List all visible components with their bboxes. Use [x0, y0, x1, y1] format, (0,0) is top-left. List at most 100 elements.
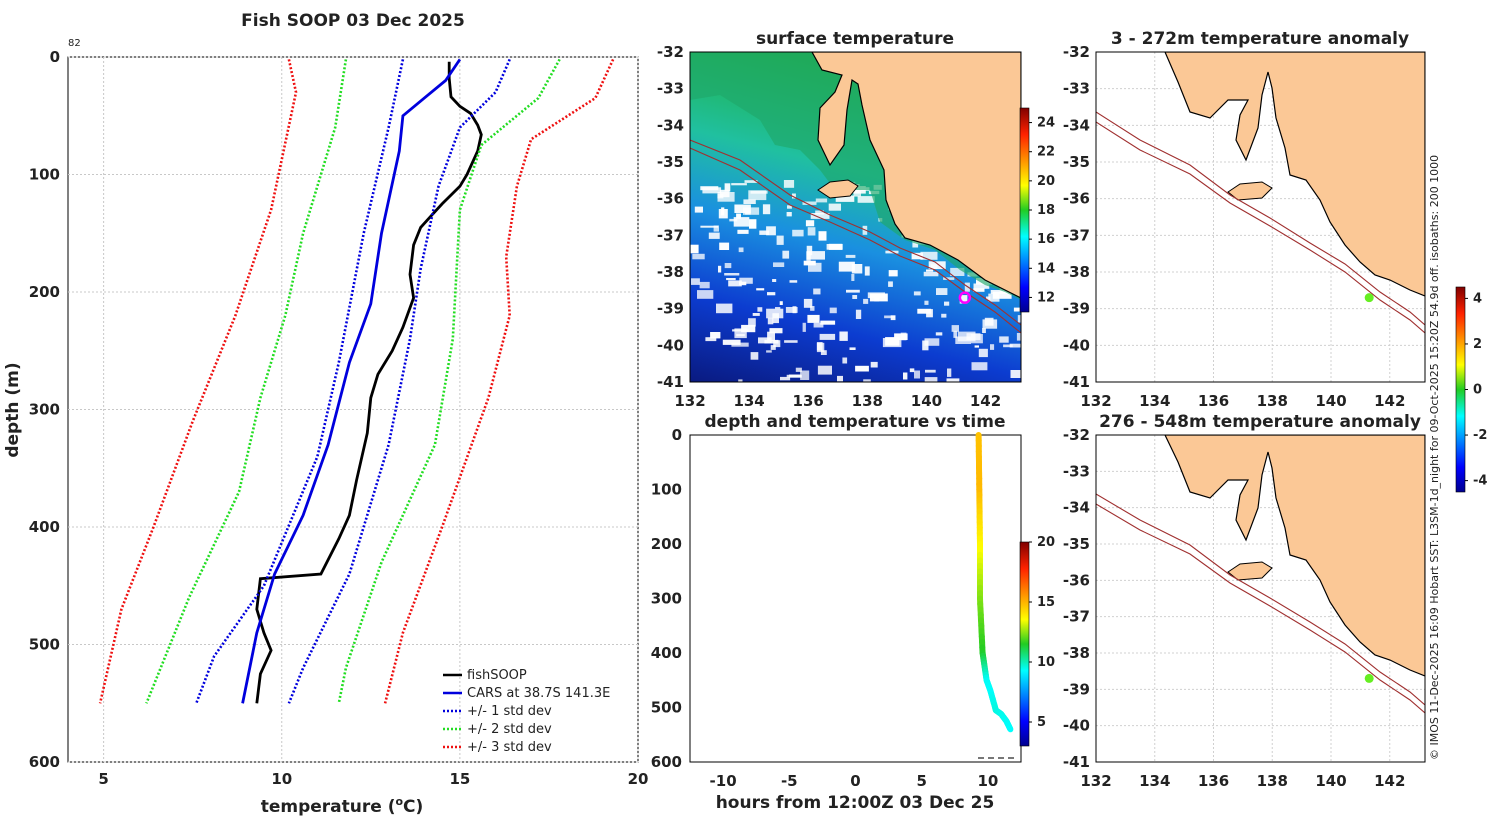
sst-cloud-patch — [816, 199, 827, 203]
sst-cloud-patch — [926, 270, 933, 272]
sst-cloud-patch — [705, 337, 716, 341]
sst-cloud-patch — [820, 334, 836, 340]
sst-cloud-patch — [870, 294, 888, 302]
sst-cloud-patch — [951, 383, 956, 389]
map-xtick: 134 — [1139, 772, 1170, 790]
map-ytick: -33 — [657, 80, 684, 98]
map-xtick: 138 — [1257, 392, 1288, 410]
sst-cloud-patch — [975, 345, 979, 347]
sst-cloud-patch — [786, 307, 798, 313]
sst-cloud-patch — [790, 280, 798, 283]
dt-colorbar — [1020, 542, 1029, 746]
map-ytick: -40 — [657, 336, 684, 354]
sst-cloud-patch — [888, 281, 893, 287]
legend-label-std3: +/- 3 std dev — [467, 740, 552, 755]
sst-cloud-patch — [749, 219, 756, 229]
sst-cloud-patch — [777, 236, 784, 245]
map-ytick: -35 — [1063, 153, 1090, 171]
sst-cloud-patch — [917, 309, 931, 314]
map-ytick: -34 — [1063, 499, 1090, 517]
dt-ytick: 100 — [651, 481, 682, 499]
sst-cloud-patch — [806, 220, 814, 226]
sst-cloud-patch — [947, 378, 960, 384]
sst-cloud-patch — [988, 294, 999, 302]
sst-cloud-patch — [1011, 370, 1028, 378]
sst-cloud-patch — [734, 328, 746, 338]
map-ytick: -33 — [1063, 462, 1090, 480]
colorbar-tick-label: 15 — [1037, 595, 1055, 610]
sst-cloud-patch — [856, 310, 861, 319]
map-xtick: 142 — [1374, 772, 1405, 790]
sst-cloud-patch — [716, 304, 732, 314]
profile-ytick: 200 — [29, 283, 60, 301]
map-xtick: 140 — [911, 392, 942, 410]
sst-cloud-patch — [771, 345, 776, 350]
sst-cloud-patch — [837, 376, 843, 381]
sst-cloud-patch — [757, 307, 762, 312]
map-xtick: 138 — [852, 392, 883, 410]
sst-cloud-patch — [846, 290, 860, 293]
map-ytick: -37 — [1063, 608, 1090, 626]
sst-cloud-patch — [725, 183, 731, 191]
map-ytick: -40 — [1063, 336, 1090, 354]
profile-title: Fish SOOP 03 Dec 2025 — [241, 11, 465, 31]
map-xtick: 140 — [1315, 392, 1346, 410]
sst-cloud-patch — [910, 368, 915, 372]
sst-cloud-patch — [780, 301, 783, 305]
sst-cloud-patch — [936, 288, 947, 295]
sst-cloud-patch — [743, 199, 755, 204]
profile-xtick: 15 — [449, 770, 470, 788]
sst-cloud-patch — [691, 278, 700, 285]
sst-cloud-patch — [830, 308, 837, 314]
sst-cloud-patch — [842, 358, 847, 364]
sst-cloud-patch — [914, 291, 921, 295]
map-ytick: -32 — [1063, 43, 1090, 61]
sst-cloud-patch — [753, 313, 760, 316]
profile-ytick: 100 — [29, 166, 60, 184]
colorbar-tick-label: -4 — [1473, 474, 1487, 489]
sst-cloud-patch — [858, 196, 875, 203]
anomaly-colorbar — [1456, 287, 1465, 492]
map-xtick: 142 — [970, 392, 1001, 410]
map-ytick: -39 — [1063, 300, 1090, 318]
sst-cloud-patch — [709, 233, 720, 239]
colorbar-tick-label: 14 — [1037, 261, 1055, 276]
a1-station-marker — [1365, 293, 1374, 302]
sst-cloud-patch — [924, 301, 928, 305]
sst-cloud-patch — [758, 337, 772, 343]
sst-cloud-patch — [818, 366, 832, 375]
dt-ytick: 0 — [672, 426, 682, 444]
sst-cloud-patch — [871, 362, 878, 368]
sst-cloud-patch — [721, 207, 724, 215]
map-ytick: -37 — [1063, 226, 1090, 244]
profile-corner-label: 82 — [68, 38, 81, 49]
sst-cloud-patch — [726, 278, 736, 280]
a2-station-marker — [1365, 674, 1374, 683]
profile-ytick: 0 — [50, 48, 60, 66]
sst-cloud-patch — [990, 344, 994, 350]
sst-cloud-patch — [728, 280, 742, 286]
sst-cloud-patch — [806, 251, 825, 260]
sst-cloud-patch — [756, 288, 764, 290]
sst-cloud-patch — [759, 231, 769, 235]
sst-cloud-patch — [773, 262, 784, 267]
map-ytick: -32 — [657, 43, 684, 61]
sst-cloud-patch — [817, 343, 824, 352]
dt-xtick: -10 — [710, 772, 737, 790]
sst-cloud-patch — [751, 191, 768, 194]
sst-cloud-patch — [807, 315, 819, 323]
sst-cloud-patch — [772, 279, 776, 282]
sst-cloud-patch — [850, 347, 856, 350]
sst-cloud-patch — [782, 251, 789, 259]
map-xtick: 136 — [1198, 392, 1229, 410]
map-ytick: -38 — [1063, 644, 1090, 662]
map-ytick: -36 — [657, 190, 684, 208]
colorbar-tick-label: 16 — [1037, 232, 1055, 247]
map-ytick: -38 — [1063, 263, 1090, 281]
sst-cloud-patch — [804, 261, 816, 266]
dt-xtick: 5 — [916, 772, 926, 790]
sst-cloud-patch — [979, 349, 988, 357]
colorbar-tick-label: 12 — [1037, 290, 1055, 305]
sst-cloud-patch — [792, 230, 803, 237]
sst-cloud-patch — [958, 332, 976, 342]
